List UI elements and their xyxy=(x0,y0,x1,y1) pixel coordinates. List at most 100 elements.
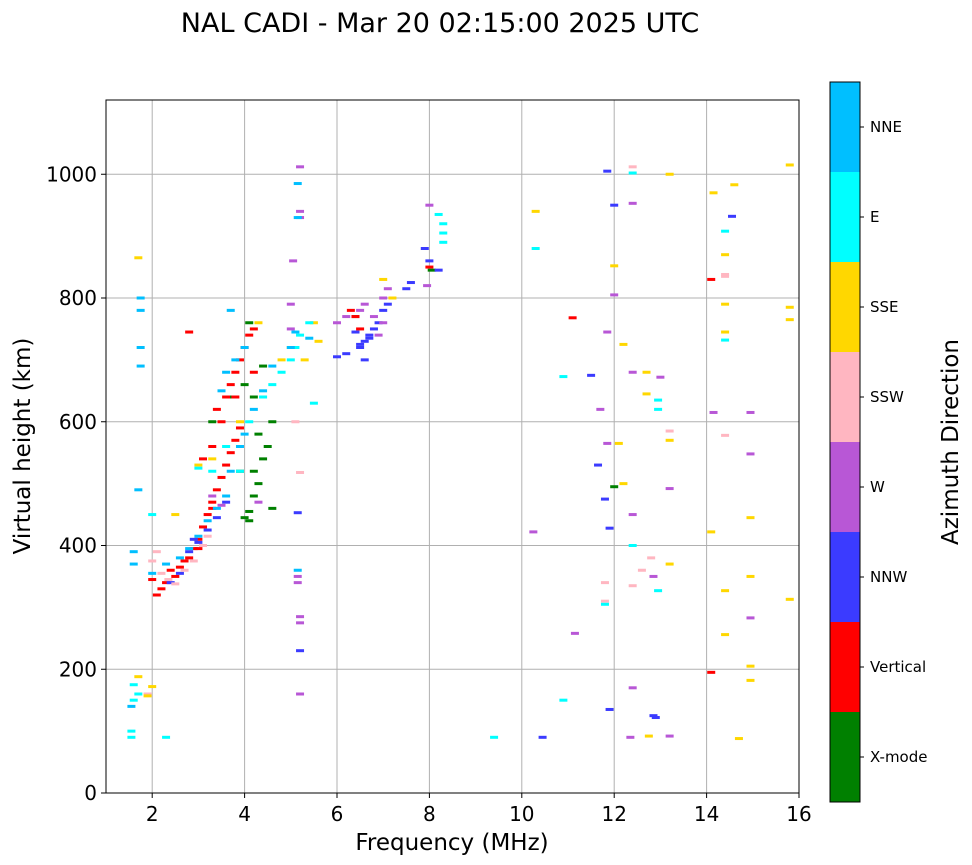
data-point xyxy=(603,169,612,173)
data-point xyxy=(356,342,365,346)
data-point xyxy=(148,578,157,582)
data-point xyxy=(134,692,143,696)
data-point xyxy=(208,445,217,448)
data-point xyxy=(171,574,180,578)
data-point xyxy=(212,488,221,492)
data-point xyxy=(235,445,244,448)
data-point xyxy=(402,287,411,291)
data-point xyxy=(143,692,152,696)
data-point xyxy=(254,321,263,325)
data-point xyxy=(628,201,637,205)
data-point xyxy=(785,318,794,322)
data-point xyxy=(208,506,217,510)
data-point xyxy=(785,597,794,601)
data-point xyxy=(360,339,369,343)
data-point xyxy=(746,616,755,620)
data-point xyxy=(614,441,623,445)
data-point xyxy=(600,497,609,501)
data-point xyxy=(379,321,388,325)
data-point xyxy=(291,420,300,424)
x-tick-label: 16 xyxy=(786,802,811,826)
data-point xyxy=(559,698,568,702)
data-point xyxy=(427,268,436,272)
data-point xyxy=(296,333,305,337)
colorbar: X-mode Vertical NNW W SSW SSE E NNE xyxy=(830,82,927,802)
data-point xyxy=(642,370,651,374)
data-point xyxy=(721,330,730,334)
data-point xyxy=(649,574,658,578)
data-point xyxy=(249,327,258,331)
x-tick-label: 8 xyxy=(423,802,436,826)
data-point xyxy=(296,621,305,625)
data-point xyxy=(166,568,175,572)
data-point xyxy=(240,383,249,387)
data-point xyxy=(289,259,298,263)
data-point xyxy=(136,296,145,300)
colorbar-segment xyxy=(830,442,860,532)
series-ssw xyxy=(143,165,730,696)
data-point xyxy=(226,383,235,387)
x-axis-ticks: 2 4 6 8 10 12 14 16 xyxy=(146,793,812,826)
data-point xyxy=(249,469,258,473)
data-point xyxy=(240,346,249,349)
data-point xyxy=(259,389,268,393)
data-point xyxy=(222,500,231,504)
data-point xyxy=(721,633,730,637)
data-point xyxy=(746,664,755,668)
data-point xyxy=(594,463,603,467)
data-point xyxy=(538,735,547,739)
data-point xyxy=(314,339,323,343)
y-tick-label: 800 xyxy=(59,286,97,310)
data-point xyxy=(721,589,730,593)
data-point xyxy=(268,383,277,387)
data-point xyxy=(245,519,254,523)
data-point xyxy=(665,429,674,433)
data-point xyxy=(603,441,612,445)
data-point xyxy=(603,330,612,334)
data-point xyxy=(309,321,318,325)
data-point xyxy=(619,342,628,346)
data-point xyxy=(231,438,240,442)
data-point xyxy=(148,513,157,517)
data-point xyxy=(259,395,268,399)
data-point xyxy=(619,482,628,486)
data-point xyxy=(665,172,674,176)
colorbar-tick-label: W xyxy=(870,478,885,496)
data-point xyxy=(651,716,660,720)
data-point xyxy=(369,327,378,331)
data-point xyxy=(293,511,302,515)
data-point xyxy=(388,296,397,300)
data-point xyxy=(406,281,415,285)
data-point xyxy=(628,370,637,374)
data-point xyxy=(379,308,388,312)
data-point xyxy=(222,494,231,498)
data-point xyxy=(134,488,143,492)
data-point xyxy=(189,537,198,541)
data-point xyxy=(293,568,302,572)
data-point xyxy=(665,487,674,491)
data-point xyxy=(185,556,194,560)
data-point xyxy=(194,540,203,544)
colorbar-segment xyxy=(830,622,860,712)
data-point xyxy=(171,582,180,586)
data-point xyxy=(217,475,226,479)
data-point xyxy=(654,589,663,593)
data-point xyxy=(157,587,166,591)
data-point xyxy=(420,247,429,250)
colorbar-segment xyxy=(830,532,860,622)
data-point xyxy=(600,599,609,603)
data-point xyxy=(296,615,305,619)
data-point xyxy=(610,203,619,207)
plot-area xyxy=(106,100,799,793)
data-point xyxy=(127,729,136,733)
data-point xyxy=(423,284,432,288)
data-point xyxy=(189,559,198,563)
data-point xyxy=(203,534,212,538)
data-point xyxy=(194,537,203,541)
data-point xyxy=(199,525,208,529)
data-point xyxy=(434,212,443,216)
data-point xyxy=(226,469,235,473)
data-point xyxy=(300,358,309,362)
data-point xyxy=(721,274,730,278)
data-point xyxy=(434,268,443,272)
